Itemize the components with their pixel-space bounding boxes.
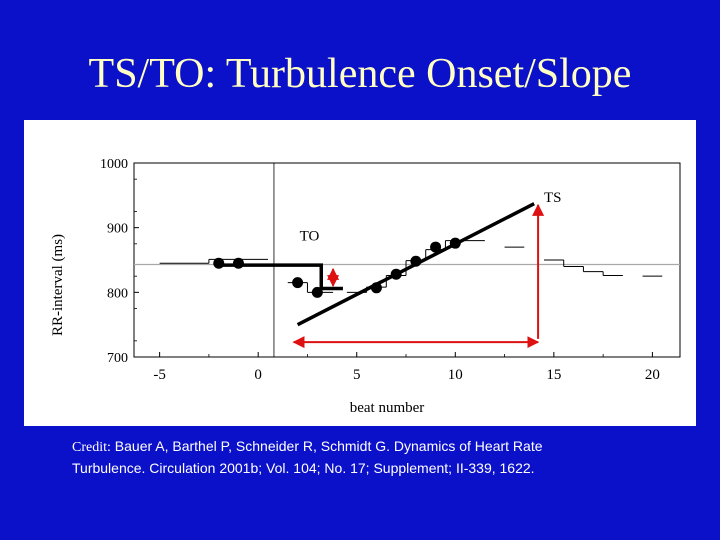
- data-point-2: [292, 277, 304, 289]
- heart-rate-turbulence-chart: -5 0 5 10 15 20 700 800 900 1000 beat number RR-int…: [50, 157, 681, 416]
- credit-text: Credit: Bauer A, Barthel P, Schneider R,…: [72, 436, 712, 478]
- data-point-0: [213, 257, 225, 269]
- x-tick-label-3: 10: [448, 367, 463, 383]
- y-tick-label-3: 1000: [100, 157, 128, 172]
- turbulence-onset-line: [218, 263, 343, 291]
- figure-panel: -5 0 5 10 15 20 700 800 900 1000 beat number RR-int…: [24, 120, 696, 426]
- annotation-to: TO: [300, 229, 320, 245]
- annotation-ts: TS: [544, 190, 562, 206]
- data-point-7: [430, 241, 442, 253]
- y-tick-label-2: 900: [107, 222, 128, 237]
- data-point-3: [311, 286, 323, 298]
- data-point-8: [449, 237, 461, 249]
- plot-frame: [133, 162, 681, 358]
- x-tick-label-5: 20: [645, 367, 660, 383]
- slide-title: TS/TO: Turbulence Onset/Slope: [88, 51, 632, 97]
- y-axis-label: RR-interval (ms): [50, 234, 66, 336]
- data-point-6: [410, 255, 422, 267]
- credit-line-1: Bauer A, Barthel P, Schneider R, Schmidt…: [114, 438, 543, 454]
- y-tick-label-1: 800: [107, 286, 128, 301]
- x-tick-label-1: 0: [254, 367, 262, 383]
- x-tick-label-4: 15: [546, 367, 561, 383]
- y-tick-label-0: 700: [107, 351, 128, 366]
- credit-line-2: Turbulence. Circulation 2001b; Vol. 104;…: [72, 460, 535, 476]
- data-point-4: [370, 282, 382, 294]
- data-point-1: [232, 257, 244, 269]
- x-axis-label: beat number: [350, 400, 425, 416]
- x-tick-label-0: -5: [153, 367, 166, 383]
- x-tick-label-2: 5: [353, 367, 361, 383]
- credit-label: Credit:: [72, 440, 111, 455]
- data-point-5: [390, 268, 402, 280]
